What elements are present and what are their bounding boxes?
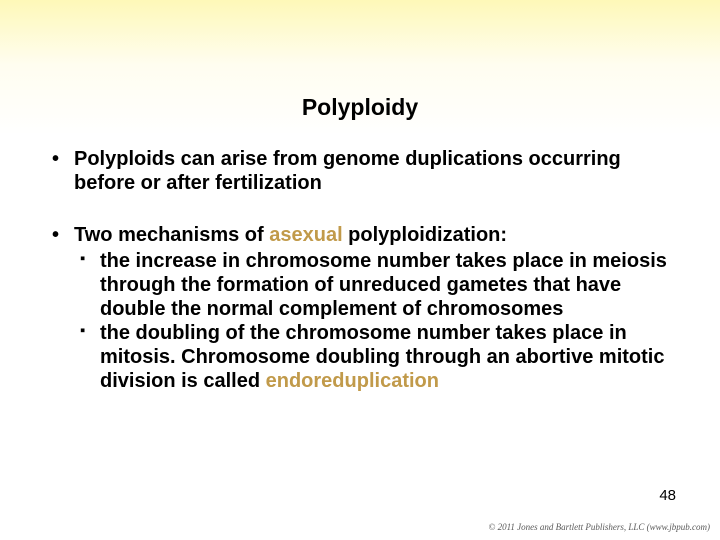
sub-bullet-highlight: endoreduplication — [266, 370, 439, 392]
bullet-text: Polyploids can arise from genome duplica… — [74, 148, 621, 194]
bullet-list: Polyploids can arise from genome duplica… — [48, 147, 672, 393]
slide-title: Polyploidy — [0, 0, 720, 121]
bullet-item: Polyploids can arise from genome duplica… — [48, 147, 672, 195]
sub-bullet-list: the increase in chromosome number takes … — [74, 249, 672, 393]
page-number: 48 — [659, 487, 676, 504]
sub-bullet-text: the increase in chromosome number takes … — [100, 250, 667, 320]
bullet-text-before: Two mechanisms of — [74, 224, 269, 246]
copyright-text: © 2011 Jones and Bartlett Publishers, LL… — [488, 522, 710, 532]
bullet-text-after: polyploidization: — [343, 224, 507, 246]
sub-bullet-item: the increase in chromosome number takes … — [74, 249, 672, 321]
slide-content: Polyploids can arise from genome duplica… — [0, 121, 720, 393]
sub-bullet-item: the doubling of the chromosome number ta… — [74, 321, 672, 393]
slide: Polyploidy Polyploids can arise from gen… — [0, 0, 720, 540]
bullet-highlight: asexual — [269, 224, 342, 246]
bullet-item: Two mechanisms of asexual polyploidizati… — [48, 223, 672, 393]
